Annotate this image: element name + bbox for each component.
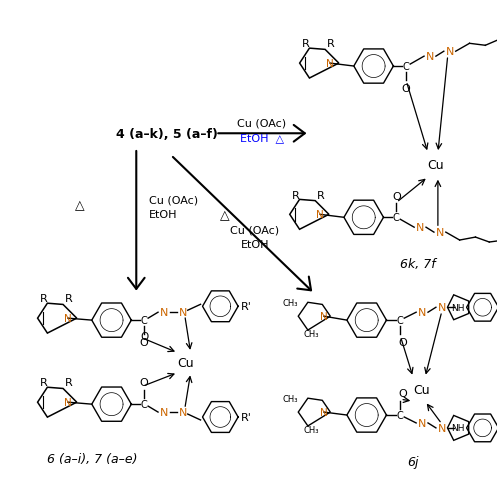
Text: N: N [438,423,446,433]
Text: O: O [398,388,406,399]
Text: C: C [403,62,409,72]
Text: O: O [398,337,406,347]
Text: O: O [392,191,400,201]
Text: N: N [326,59,334,69]
Text: 6j: 6j [408,455,419,468]
Text: C: C [141,399,148,409]
Text: O: O [140,331,148,341]
Text: EtOH  △: EtOH △ [240,133,284,143]
Text: N: N [426,52,434,62]
Text: 6k, 7f: 6k, 7f [400,258,436,271]
Text: Cu (OAc): Cu (OAc) [149,195,198,205]
Text: N: N [418,307,426,318]
Text: R: R [318,190,325,200]
Text: △: △ [75,199,85,211]
Text: N: N [320,407,328,417]
Text: R: R [40,378,47,387]
Text: △: △ [220,208,230,222]
Text: 4 (a–k), 5 (a–f): 4 (a–k), 5 (a–f) [116,127,218,141]
Text: C: C [393,213,400,223]
Text: N: N [320,311,328,322]
Text: R: R [327,39,335,49]
Text: R: R [292,190,300,200]
Text: N: N [160,407,168,417]
Text: O: O [140,337,148,347]
Text: R: R [65,378,73,387]
Text: Cu (OAc): Cu (OAc) [230,224,280,235]
Text: R': R' [240,412,252,422]
Text: Cu (OAc): Cu (OAc) [238,118,286,128]
Text: CH₃: CH₃ [304,329,319,338]
Text: N: N [178,407,187,417]
Text: C: C [141,315,148,325]
Text: N: N [160,307,168,318]
Text: N: N [436,228,444,238]
Text: N: N [438,303,446,313]
Text: Cu: Cu [413,383,430,396]
Text: C: C [397,315,404,325]
Text: N: N [316,210,324,220]
Text: N: N [446,47,454,57]
Text: N: N [418,418,426,428]
Text: N: N [178,307,187,318]
Text: CH₃: CH₃ [282,298,298,307]
Text: Cu: Cu [428,159,444,172]
Text: R: R [302,39,310,49]
Text: O: O [140,378,148,387]
Text: CH₃: CH₃ [282,394,298,403]
Text: R': R' [240,302,252,312]
Text: C: C [397,410,404,420]
Text: 6 (a–i), 7 (a–e): 6 (a–i), 7 (a–e) [46,452,137,465]
Text: N: N [64,313,72,324]
Text: NH: NH [450,424,464,432]
Text: N: N [64,397,72,407]
Text: R: R [40,294,47,304]
Text: CH₃: CH₃ [304,425,319,434]
Text: EtOH: EtOH [240,240,269,249]
Text: NH: NH [450,303,464,312]
Text: N: N [416,223,424,233]
Text: O: O [402,83,410,94]
Text: R: R [65,294,73,304]
Text: EtOH: EtOH [149,210,178,220]
Text: Cu: Cu [178,356,194,369]
